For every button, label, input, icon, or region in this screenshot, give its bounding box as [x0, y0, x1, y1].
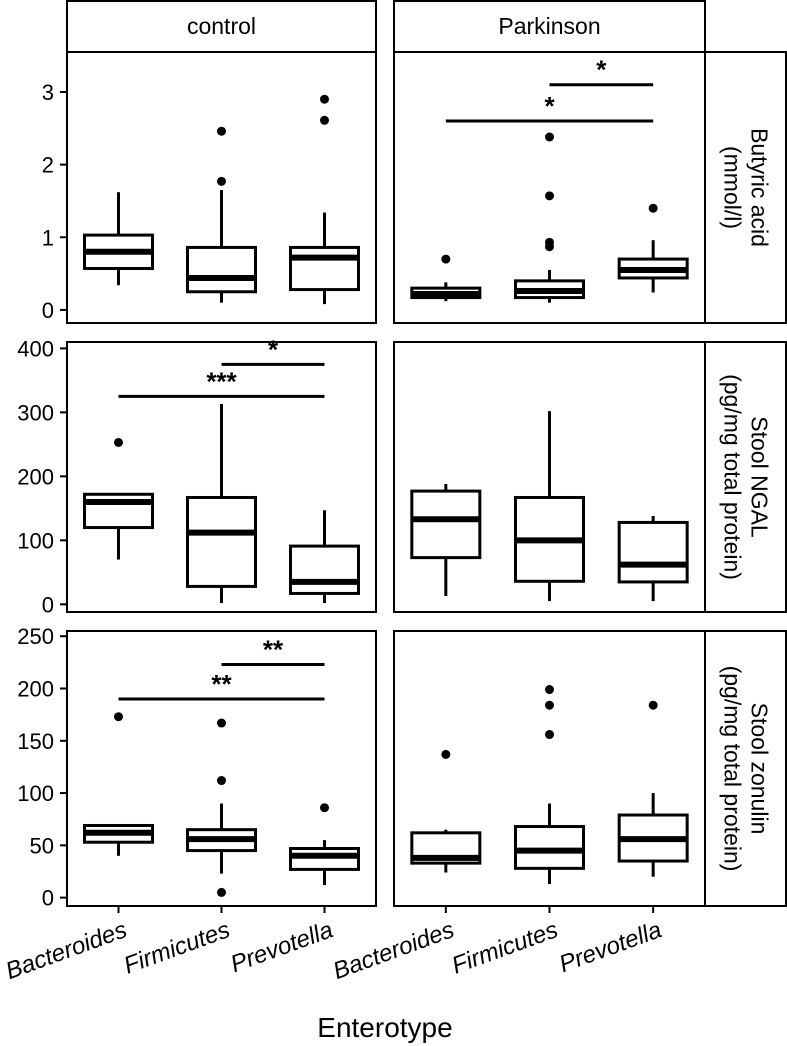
column-strip: [393, 0, 706, 53]
row-strip-label: Butyric acid: [747, 128, 773, 247]
y-tick-label: 400: [17, 336, 54, 361]
row-strip-label: (pg/mg total protein): [720, 374, 746, 580]
outlier-point: [441, 749, 451, 759]
box-iqr: [514, 825, 585, 870]
y-tick-label: 0: [42, 298, 54, 323]
significance-label: **: [263, 634, 284, 664]
box-iqr: [289, 544, 360, 595]
x-tick-label: Prevotella: [227, 916, 337, 978]
outlier-point: [217, 176, 226, 186]
box-iqr: [186, 495, 257, 588]
outlier-point: [441, 254, 451, 264]
row-strip-label-group: Stool zonulin(pg/mg total protein): [720, 666, 773, 872]
outlier-point: [648, 700, 658, 710]
outlier-point: [114, 712, 123, 722]
y-tick-label: 300: [17, 400, 54, 425]
row-strip: [704, 341, 787, 613]
column-strip-label: Parkinson: [498, 13, 600, 39]
significance-label: *: [544, 91, 555, 121]
y-tick-label: 1: [42, 225, 54, 250]
box-iqr: [289, 846, 360, 871]
row-strip-label-group: Stool NGAL(pg/mg total protein): [720, 374, 773, 580]
row-strip: [704, 630, 787, 907]
row-strip-label-group: Butyric acid(mmol/l): [720, 128, 773, 247]
outlier-point: [217, 126, 226, 136]
outlier-point: [545, 700, 554, 710]
y-tick-label: 3: [42, 80, 54, 105]
significance-label: *: [596, 55, 607, 85]
outlier-point: [545, 685, 554, 695]
y-tick-label: 0: [42, 592, 54, 617]
outlier-point: [320, 115, 329, 125]
box-iqr: [617, 520, 689, 584]
outlier-point: [545, 730, 554, 740]
significance-label: *: [268, 334, 279, 364]
y-tick-label: 150: [17, 729, 54, 754]
box-iqr: [186, 245, 257, 294]
outlier-point: [545, 237, 554, 247]
y-tick-label: 100: [17, 781, 54, 806]
x-tick-label: Bacteroides: [330, 916, 458, 985]
significance-label: **: [211, 669, 232, 699]
y-tick-label: 100: [17, 528, 54, 553]
outlier-point: [320, 94, 329, 104]
outlier-point: [217, 776, 226, 786]
outlier-point: [320, 803, 329, 813]
outlier-point: [217, 887, 226, 897]
y-tick-label: 200: [17, 677, 54, 702]
outlier-point: [545, 191, 554, 201]
significance-label: ***: [206, 366, 237, 396]
x-tick-label: Prevotella: [556, 916, 666, 978]
x-tick-label: Firmicutes: [448, 916, 561, 979]
row-strip: [704, 51, 787, 324]
x-tick-label: Firmicutes: [120, 916, 233, 979]
outlier-point: [545, 132, 554, 142]
outlier-point: [114, 437, 123, 447]
column-strip-label: control: [187, 13, 256, 39]
y-tick-label: 2: [42, 153, 54, 178]
box-iqr: [410, 489, 482, 560]
outlier-point: [217, 718, 226, 728]
y-tick-label: 250: [17, 624, 54, 649]
y-tick-label: 0: [42, 886, 54, 911]
row-strip-label: Stool zonulin: [747, 703, 773, 835]
box-iqr: [289, 245, 360, 292]
x-tick-label: Bacteroides: [2, 916, 130, 985]
row-strip-label: (mmol/l): [720, 146, 746, 229]
y-tick-label: 50: [30, 833, 54, 858]
row-strip-label: Stool NGAL: [747, 416, 773, 538]
y-tick-label: 200: [17, 464, 54, 489]
row-strip-label: (pg/mg total protein): [720, 666, 746, 872]
x-axis-title: Enterotype: [317, 1012, 452, 1043]
outlier-point: [648, 203, 658, 213]
column-strip: [66, 0, 377, 53]
